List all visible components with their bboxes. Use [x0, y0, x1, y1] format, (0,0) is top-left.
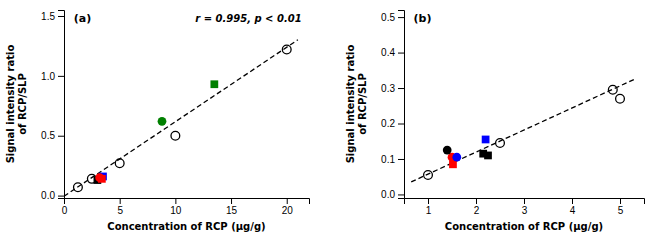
panel-label: (b) [414, 12, 432, 25]
tick-mark [398, 194, 404, 195]
tick: 0.5 [41, 130, 64, 141]
calibration-point [74, 183, 83, 192]
sample-point [452, 153, 461, 162]
y-axis-title: Signal intensity ratioof RCP/SLP [5, 45, 28, 164]
tick: 0.1 [381, 154, 404, 165]
panel: 1 2 3 4 5 0.0 0.1 0.2 0.3 0.4 0.5 Concentration of … [345, 11, 645, 233]
calibration-point [115, 159, 124, 168]
tick: 3 [522, 198, 528, 216]
tick: 0.0 [381, 189, 404, 200]
tick: 0.0 [41, 190, 64, 201]
tick: 10 [170, 198, 182, 216]
sample-point [484, 152, 492, 160]
tick-label: 0.0 [41, 190, 55, 201]
tick: 2 [474, 198, 480, 216]
tick: 4 [570, 198, 576, 216]
tick-label: 15 [226, 205, 238, 216]
y-axis: 0.0 0.5 1.0 1.5 [41, 11, 64, 202]
tick-mark [58, 16, 64, 17]
tick-label: 1 [426, 205, 432, 216]
tick-label: 0.2 [381, 118, 395, 129]
tick-mark [398, 159, 404, 160]
tick-label: 10 [170, 205, 182, 216]
tick-label: 5 [618, 205, 624, 216]
panel: 0 5 10 15 20 0.0 0.5 1.0 1.5 Concentration of RCP… [5, 11, 310, 233]
tick-mark [58, 196, 64, 197]
tick-label: 0 [62, 205, 68, 216]
tick: 0.4 [381, 47, 404, 58]
x-axis-title: Concentration of RCP (μg/g) [107, 221, 265, 232]
tick-label: 0.5 [381, 12, 395, 23]
tick-mark [175, 198, 176, 204]
tick-label: 1.5 [41, 11, 55, 22]
tick-label: 3 [522, 205, 528, 216]
panel-label: (a) [74, 12, 91, 25]
tick: 1.5 [41, 11, 64, 22]
tick-mark [398, 53, 404, 54]
tick-label: 0.3 [381, 83, 395, 94]
tick: 1 [426, 198, 432, 216]
tick: 1.0 [41, 71, 64, 82]
x-axis-title: Concentration of RCP (μg/g) [445, 221, 603, 232]
sample-point [443, 146, 452, 155]
x-axis: 1 2 3 4 5 [405, 198, 645, 216]
calibration-point [616, 94, 625, 103]
tick: 0 [62, 198, 68, 216]
sample-point [482, 136, 490, 144]
tick: 0.3 [381, 83, 404, 94]
tick-label: 5 [117, 205, 123, 216]
tick-mark [524, 198, 525, 204]
regression-line [64, 40, 298, 196]
tick-label: 20 [282, 205, 294, 216]
calibration-point [496, 139, 505, 148]
tick-mark [58, 76, 64, 77]
tick-mark [120, 198, 121, 204]
tick-mark [398, 88, 404, 89]
chart-svg: 051015200.00.51.01.5Concentration of RCP… [0, 0, 654, 237]
calibration-point [282, 45, 291, 54]
tick-mark [231, 198, 232, 204]
tick-mark [572, 198, 573, 204]
annotation: r = 0.995, p < 0.01 [195, 13, 301, 24]
tick-label: 0.5 [41, 130, 55, 141]
axis-line [405, 199, 645, 205]
tick: 5 [117, 198, 123, 216]
tick-mark [476, 198, 477, 204]
calibration-point [171, 131, 180, 140]
tick-label: 2 [474, 205, 480, 216]
tick-mark [428, 198, 429, 204]
plot-area [64, 40, 298, 196]
tick: 20 [282, 198, 294, 216]
y-axis-title: Signal intensity ratioof RCP/SLP [345, 45, 368, 164]
sample-point [158, 117, 167, 126]
axis-line [58, 11, 65, 199]
calibration-point [608, 85, 617, 94]
tick-label: 1.0 [41, 71, 55, 82]
tick: 15 [226, 198, 238, 216]
tick-mark [398, 124, 404, 125]
tick-mark [58, 136, 64, 137]
axis-line [65, 199, 310, 205]
calibration-point [424, 171, 433, 180]
tick: 0.2 [381, 118, 404, 129]
y-axis: 0.0 0.1 0.2 0.3 0.4 0.5 [381, 11, 404, 201]
sample-point [449, 160, 457, 168]
sample-point [210, 80, 218, 88]
regression-line [411, 79, 634, 182]
tick-mark [287, 198, 288, 204]
tick-label: 0.0 [381, 189, 395, 200]
tick-label: 0.4 [381, 47, 395, 58]
tick-mark [398, 17, 404, 18]
x-axis: 0 5 10 15 20 [62, 198, 310, 216]
tick-label: 4 [570, 205, 576, 216]
tick: 0.5 [381, 12, 404, 23]
tick-label: 0.1 [381, 154, 395, 165]
plot-area [411, 79, 634, 182]
tick-mark [620, 198, 621, 204]
axis-line [398, 11, 405, 199]
tick: 5 [618, 198, 624, 216]
sample-point [98, 175, 106, 183]
